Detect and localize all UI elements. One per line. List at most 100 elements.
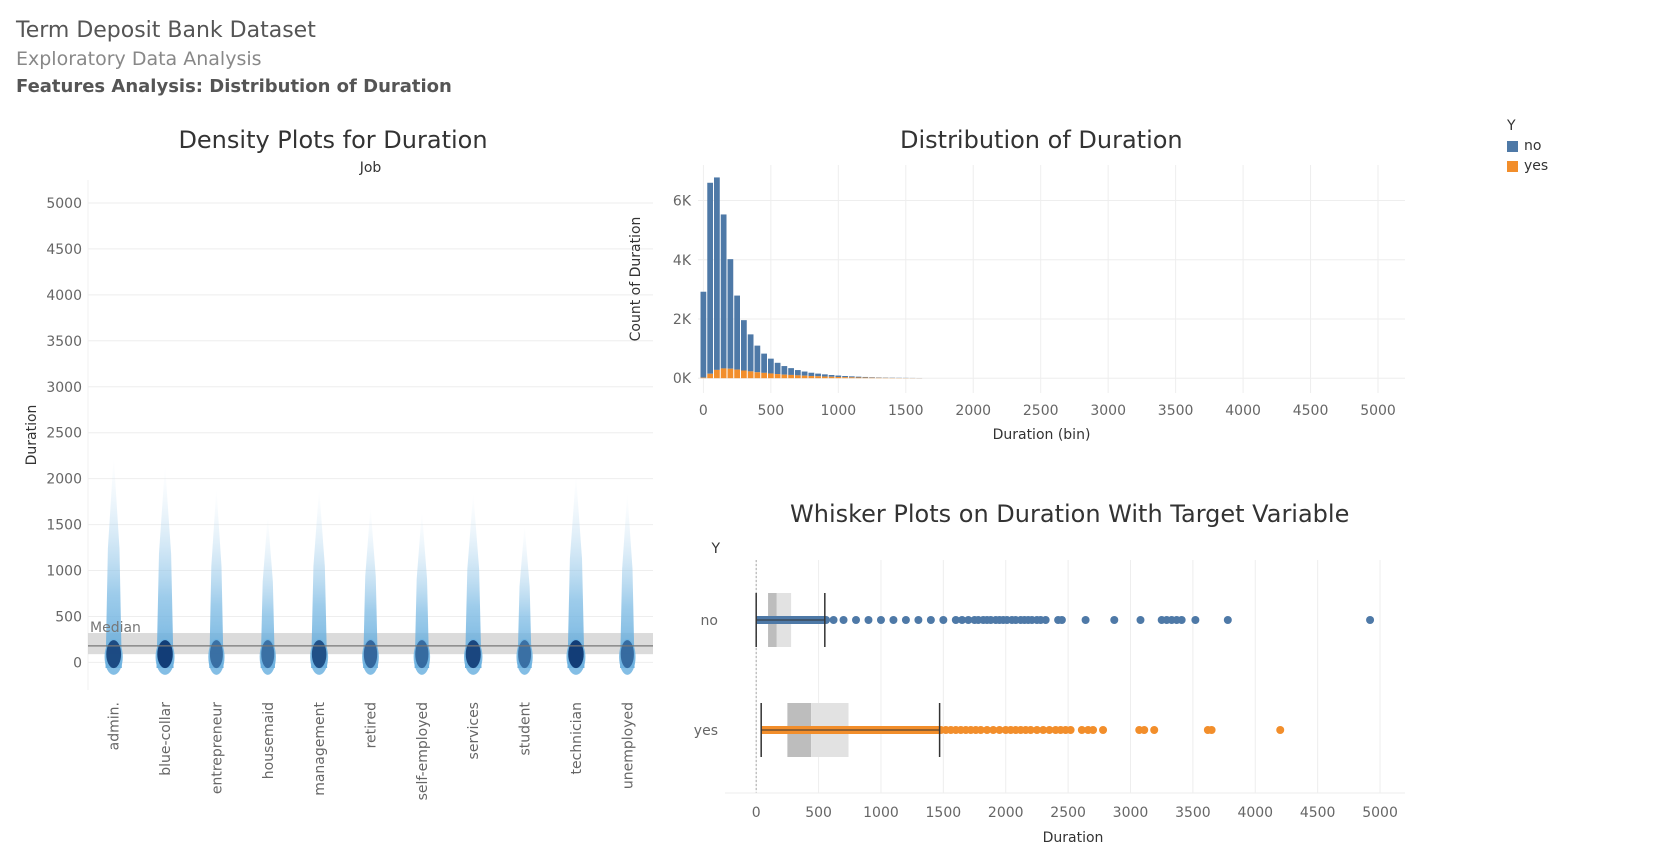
- hist-bar-yes: [835, 377, 842, 379]
- density-plume: [414, 510, 430, 668]
- legend-item-yes[interactable]: yes: [1507, 158, 1548, 174]
- hist-bar-no: [808, 372, 815, 376]
- hist-y-tick: 6K: [673, 194, 692, 210]
- hist-bar-no: [774, 362, 781, 375]
- density-category-label: entrepreneur: [209, 702, 225, 794]
- hist-bar-no: [700, 291, 707, 378]
- legend-title: Y: [1507, 118, 1516, 134]
- hist-bar-yes: [734, 369, 741, 379]
- outlier-point: [914, 616, 923, 624]
- hist-y-axis-label: Count of Duration: [628, 217, 644, 342]
- density-plume: [464, 492, 482, 668]
- hist-y-tick: 4K: [673, 253, 692, 269]
- dashboard-subtitle: Exploratory Data Analysis: [16, 48, 262, 70]
- density-chart[interactable]: Job Duration 0 500 1000 1500 2000 2500 3000 3500 4…: [0, 160, 660, 860]
- legend-label-no: no: [1524, 138, 1542, 154]
- density-plume: [260, 515, 275, 668]
- hist-bar-yes: [747, 371, 754, 379]
- hist-bar-yes: [821, 376, 828, 379]
- density-y-tick: 4500: [46, 242, 82, 258]
- hist-x-tick: 4500: [1293, 403, 1329, 419]
- hist-bar-no: [788, 368, 794, 375]
- hist-bar-no: [801, 371, 808, 376]
- outlier-point: [852, 616, 861, 624]
- whisker-y-axis-label: Y: [710, 541, 720, 557]
- outlier-point: [1191, 616, 1200, 624]
- whisker-x-tick: 3500: [1175, 805, 1211, 821]
- density-plume: [517, 524, 532, 668]
- outlier-point: [1223, 616, 1232, 624]
- hist-bar-yes: [774, 374, 781, 379]
- hist-x-tick: 3000: [1090, 403, 1126, 419]
- histogram-title: Distribution of Duration: [900, 126, 1183, 154]
- hist-bar-no: [734, 295, 741, 370]
- outlier-point: [958, 616, 967, 624]
- hist-x-tick: 500: [757, 403, 784, 419]
- hist-bar-yes: [700, 377, 707, 379]
- density-y-tick: 1500: [46, 518, 82, 534]
- outlier-point: [1039, 726, 1048, 734]
- density-plume: [363, 506, 378, 668]
- hist-bar-yes: [781, 374, 788, 379]
- whisker-x-tick: 1000: [863, 805, 899, 821]
- hist-bar-no: [727, 259, 734, 369]
- outlier-point: [1081, 616, 1090, 624]
- histogram-chart[interactable]: 0K 2K 4K 6K 0 500 1000 1500 2000 2500 3000 3500 4000…: [628, 160, 1500, 490]
- median-label: Median: [90, 620, 141, 636]
- outlier-point: [1032, 726, 1041, 734]
- dashboard-title: Term Deposit Bank Dataset: [16, 18, 316, 43]
- outlier-point: [1041, 616, 1050, 624]
- hist-bar-no: [869, 377, 875, 378]
- hist-bar-yes: [842, 377, 848, 379]
- whisker-x-tick: 5000: [1362, 805, 1398, 821]
- hist-x-tick: 2500: [1023, 403, 1059, 419]
- hist-bar-no: [767, 358, 774, 374]
- hist-bar-no: [761, 353, 767, 373]
- density-y-axis-label: Duration: [24, 405, 40, 466]
- outlier-point: [1099, 726, 1108, 734]
- density-category-label: unemployed: [620, 702, 636, 789]
- whisker-x-tick: 3000: [1113, 805, 1149, 821]
- hist-bar-yes: [862, 377, 869, 379]
- density-y-tick: 500: [55, 609, 82, 625]
- hist-x-tick: 5000: [1360, 403, 1396, 419]
- outlier-point: [1150, 726, 1159, 734]
- density-plume: [156, 464, 174, 668]
- hist-bar-yes: [727, 368, 734, 379]
- outlier-point: [1140, 726, 1149, 734]
- density-category-label: self-employed: [415, 702, 431, 800]
- outlier-point: [864, 616, 873, 624]
- outlier-point: [976, 726, 985, 734]
- hist-x-tick: 1000: [821, 403, 857, 419]
- outlier-point: [889, 616, 898, 624]
- density-category-label: management: [312, 702, 328, 796]
- hist-bar-yes: [761, 372, 767, 379]
- hist-bar-no: [741, 320, 747, 371]
- hist-bar-yes: [828, 376, 835, 379]
- legend[interactable]: Y no yes: [1507, 118, 1548, 174]
- density-y-tick: 3000: [46, 380, 82, 396]
- outlier-point: [1276, 726, 1285, 734]
- hist-bar-yes: [815, 376, 821, 379]
- legend-swatch-no: [1507, 140, 1518, 152]
- hist-bar-yes: [788, 374, 794, 379]
- density-y-tick: 5000: [46, 196, 82, 212]
- whisker-chart[interactable]: Y 0 500 1000 1500 2000 2500 3000 3500 4000 4500 500…: [660, 535, 1500, 855]
- density-core: [311, 640, 327, 669]
- whisker-x-tick: 2500: [1050, 805, 1086, 821]
- hist-bar-no: [720, 214, 727, 369]
- outlier-point: [1077, 726, 1086, 734]
- hist-bar-yes: [855, 377, 862, 379]
- density-column-header: Job: [359, 160, 382, 176]
- legend-item-no[interactable]: no: [1507, 138, 1548, 154]
- outlier-point: [1066, 726, 1075, 734]
- outlier-point: [1207, 726, 1216, 734]
- hist-bar-no: [835, 375, 842, 378]
- outlier-point: [1057, 616, 1066, 624]
- hist-y-tick: 0K: [673, 371, 692, 387]
- density-core: [518, 640, 532, 669]
- outlier-point: [989, 726, 998, 734]
- hist-bar-no: [855, 376, 862, 378]
- density-plume: [105, 455, 122, 668]
- hist-bar-no: [747, 334, 754, 372]
